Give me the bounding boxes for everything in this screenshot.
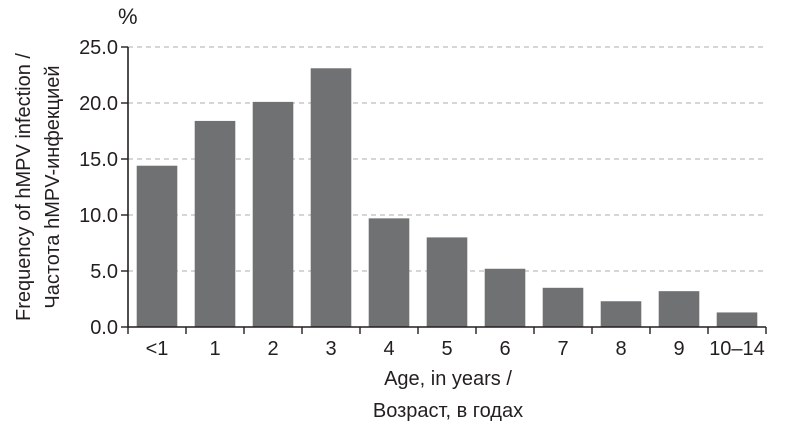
y-axis-title-line2: Частота hMPV-инфекцией [42,65,64,308]
bar [194,120,236,327]
x-tick-label: 3 [325,338,336,360]
y-tick-label: 15.0 [79,149,118,171]
bar [484,268,526,327]
bar [368,218,410,327]
x-tick-label: <1 [146,338,169,360]
bar [542,287,584,327]
bar [252,101,294,327]
x-tick-label: 5 [441,338,452,360]
x-tick-label: 8 [615,338,626,360]
x-axis-title-line1: Age, in years / [384,368,512,390]
x-tick-label: 9 [673,338,684,360]
y-tick-labels: 0.0 5.0 10.0 15.0 20.0 25.0 [79,37,118,339]
bar [426,237,468,327]
bars [136,68,758,327]
bar [136,165,178,327]
y-unit-label: % [118,4,138,29]
bar [600,301,642,327]
y-axis-title-line1: Frequency of hMPV infection / [13,53,35,321]
y-tick-label: 5.0 [90,261,118,283]
x-tick-label: 10–14 [709,338,765,360]
x-tick-label: 2 [267,338,278,360]
y-tick-label: 25.0 [79,37,118,59]
bar [310,68,352,327]
x-tick-label: 1 [209,338,220,360]
bar [716,312,758,327]
x-tick-labels: <1 1 2 3 4 5 6 7 8 9 10–14 [146,338,765,360]
x-tick-label: 4 [383,338,394,360]
x-axis-title-line2: Возраст, в годах [373,400,523,422]
y-tick-label: 10.0 [79,205,118,227]
x-tick-label: 6 [499,338,510,360]
axes [121,46,767,334]
y-tick-label: 20.0 [79,93,118,115]
bar [658,291,700,327]
x-tick-label: 7 [557,338,568,360]
y-tick-label: 0.0 [90,317,118,339]
